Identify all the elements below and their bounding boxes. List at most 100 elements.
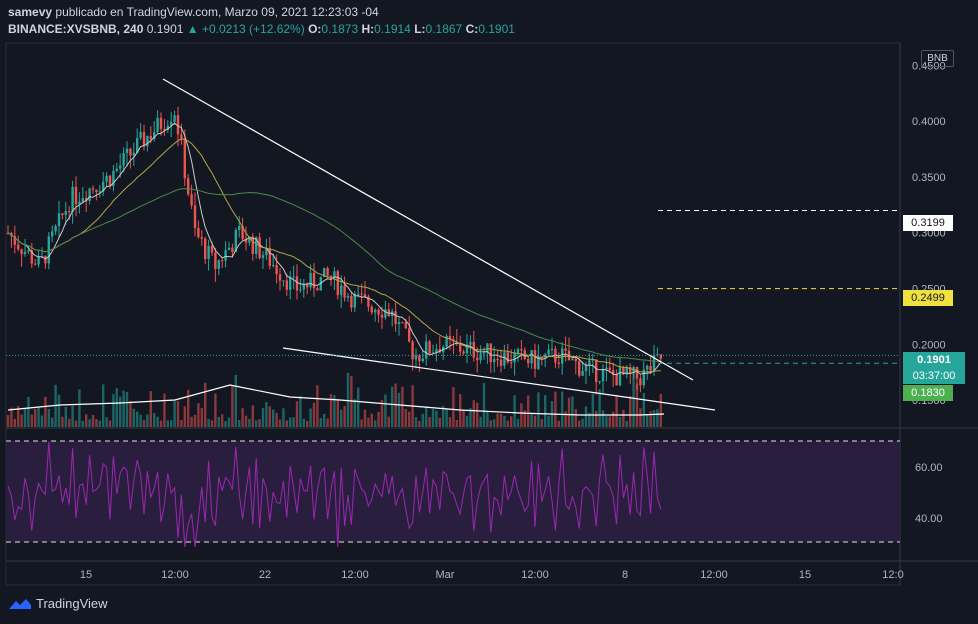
candle-body xyxy=(469,342,472,345)
candle-body xyxy=(564,348,567,351)
volume-bar xyxy=(387,416,390,427)
volume-bar xyxy=(503,415,506,427)
volume-bar xyxy=(326,418,329,427)
candle-body xyxy=(64,210,67,215)
publish-text: publicado en TradingView.com, Marzo 09, … xyxy=(55,5,379,19)
candle-body xyxy=(210,245,214,253)
volume-bar xyxy=(108,420,112,427)
candle-body xyxy=(204,238,207,259)
volume-bar xyxy=(125,392,129,427)
volume-bar xyxy=(442,405,445,427)
candle-body xyxy=(625,366,628,375)
level-tag-white: 0.3199 xyxy=(903,215,953,231)
high-label: H: xyxy=(361,22,375,36)
candle-body xyxy=(486,343,489,353)
candle-body xyxy=(132,152,135,156)
candle-body xyxy=(119,165,122,169)
candle-body xyxy=(163,128,166,130)
volume-bar xyxy=(170,420,173,427)
candle-body xyxy=(503,352,506,366)
candle-body xyxy=(646,365,649,370)
volume-bar xyxy=(71,405,74,427)
level-tag-yellow: 0.2499 xyxy=(903,290,953,306)
candle-body xyxy=(462,351,465,354)
candle-body xyxy=(622,367,625,375)
candle-body xyxy=(91,188,95,190)
volume-bar xyxy=(493,419,496,427)
candle-body xyxy=(571,358,574,361)
volume-bar xyxy=(210,420,214,427)
volume-bar xyxy=(142,419,146,427)
candle-body xyxy=(350,295,353,308)
volume-bar xyxy=(238,420,241,427)
candle-body xyxy=(251,236,254,255)
volume-bar xyxy=(635,383,639,427)
candle-body xyxy=(598,381,601,383)
candle-body xyxy=(639,378,642,386)
candle-body xyxy=(374,309,377,313)
candle-body xyxy=(414,355,418,360)
volume-bar xyxy=(571,396,574,427)
candle-body xyxy=(360,293,363,295)
volume-bar xyxy=(40,415,44,427)
volume-bar xyxy=(119,396,122,427)
volume-bar xyxy=(516,418,520,427)
candle-body xyxy=(615,374,618,386)
volume-bar xyxy=(61,416,64,427)
candle-body xyxy=(408,328,411,342)
candle-body xyxy=(81,198,84,202)
candle-body xyxy=(357,293,360,295)
rsi-line xyxy=(7,442,662,548)
currency-badge[interactable]: BNB xyxy=(921,50,954,67)
volume-bar xyxy=(187,389,190,427)
last-price: 0.1901 xyxy=(146,22,184,36)
volume-bar xyxy=(431,409,435,427)
volume-bar xyxy=(105,417,108,427)
time-tick-label: 15 xyxy=(799,569,811,581)
candle-body xyxy=(547,349,550,355)
candle-body xyxy=(272,265,275,267)
volume-bar xyxy=(221,414,224,427)
volume-bar xyxy=(214,393,217,427)
candle-body xyxy=(98,191,101,193)
volume-bar xyxy=(482,382,486,427)
candle-body xyxy=(180,134,183,140)
candle-body xyxy=(217,260,220,269)
candle-body xyxy=(584,364,588,371)
lower-trendline xyxy=(282,347,716,411)
candle-body xyxy=(384,309,387,318)
candle-body xyxy=(459,343,462,352)
candle-body xyxy=(136,138,139,153)
volume-bar xyxy=(394,383,397,427)
current-price: 0.1901 xyxy=(917,354,951,366)
candle-body xyxy=(159,117,163,129)
volume-bar xyxy=(346,372,350,427)
publish-info: samevy publicado en TradingView.com, Mar… xyxy=(8,5,379,19)
volume-bar xyxy=(595,410,598,427)
candle-body xyxy=(527,358,530,364)
candle-body xyxy=(404,322,407,329)
volume-bar xyxy=(384,394,387,427)
volume-bar xyxy=(561,391,564,427)
volume-bar xyxy=(462,410,465,427)
low-value: 0.1867 xyxy=(425,22,463,36)
candle-body xyxy=(23,251,27,255)
volume-bar xyxy=(64,406,67,427)
volume-bar xyxy=(136,411,139,427)
candle-body xyxy=(214,252,217,269)
volume-bar xyxy=(323,413,326,427)
volume-bar xyxy=(258,419,261,427)
candle-body xyxy=(187,178,190,195)
candle-body xyxy=(78,201,81,205)
candle-body xyxy=(656,354,659,356)
volume-bar xyxy=(401,386,404,427)
candle-body xyxy=(316,288,319,291)
candle-body xyxy=(367,296,370,307)
candle-body xyxy=(635,366,639,379)
volume-bar xyxy=(20,414,23,427)
candle-body xyxy=(513,352,516,363)
tradingview-logo[interactable]: TradingView xyxy=(8,596,108,611)
time-tick-label: 8 xyxy=(622,569,628,581)
volume-bar xyxy=(217,416,220,427)
